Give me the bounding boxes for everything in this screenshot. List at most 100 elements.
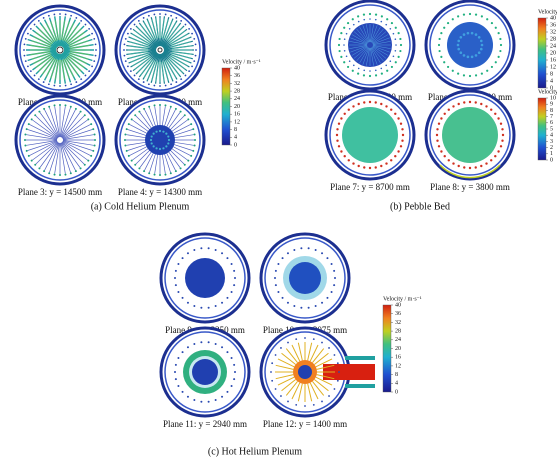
colorbar-tick-label: 20 <box>395 346 401 352</box>
dot <box>70 83 73 86</box>
colorbar-tick-label: 16 <box>234 112 240 118</box>
dot <box>368 12 372 16</box>
dot <box>147 14 150 17</box>
dot <box>64 104 67 107</box>
spoke <box>173 134 194 139</box>
spoke <box>168 58 183 73</box>
spoke <box>60 107 71 138</box>
dot <box>352 64 355 67</box>
dot <box>395 44 397 46</box>
dot <box>394 155 397 158</box>
dot <box>226 351 229 354</box>
dot <box>374 74 378 77</box>
inner-ring <box>329 94 411 176</box>
spoke <box>173 129 193 137</box>
dot <box>93 144 96 147</box>
spoke <box>62 140 94 146</box>
dot <box>385 162 388 165</box>
dot <box>314 305 317 308</box>
dot <box>181 257 184 260</box>
dot <box>345 32 348 35</box>
dot <box>191 32 193 35</box>
spoke <box>135 115 151 131</box>
spoke <box>65 25 78 43</box>
spoke <box>370 25 378 43</box>
inner-ring <box>429 4 511 86</box>
dot <box>34 163 37 166</box>
dot <box>43 170 46 173</box>
dot <box>462 74 466 77</box>
dot <box>490 65 494 69</box>
core <box>348 23 392 67</box>
dot <box>335 133 339 137</box>
dot <box>214 248 217 251</box>
dot <box>463 166 466 169</box>
dot <box>149 138 153 142</box>
colorbar-tick-label: 16 <box>550 57 556 63</box>
dot <box>470 31 474 35</box>
colorbar-tick-label: 32 <box>234 81 240 87</box>
spoke <box>60 142 71 173</box>
dot <box>123 43 126 46</box>
spoke <box>166 24 180 41</box>
dot <box>274 269 277 272</box>
dot <box>175 81 178 83</box>
dot <box>75 81 78 83</box>
dot <box>179 167 182 170</box>
dot <box>148 172 151 175</box>
dot <box>27 65 29 68</box>
dot <box>368 166 372 170</box>
dot <box>486 18 489 21</box>
dot <box>230 384 233 387</box>
spoke <box>161 61 165 82</box>
dot <box>123 49 125 51</box>
dot <box>295 403 298 406</box>
panel-caption: (c) Hot Helium Plenum <box>208 446 302 457</box>
dot <box>437 122 441 125</box>
spoke <box>366 24 370 43</box>
dot <box>43 107 46 110</box>
colorbar-tick-label: 0 <box>395 389 398 395</box>
spoke <box>359 26 369 43</box>
dot <box>174 170 177 173</box>
dot <box>59 104 61 106</box>
dot <box>456 43 460 47</box>
dot <box>159 104 161 106</box>
dot <box>181 351 184 354</box>
dot <box>451 18 454 21</box>
colorbar-tick-label: 9 <box>550 102 553 108</box>
spoke <box>169 30 186 44</box>
dot <box>337 43 341 47</box>
spoke <box>61 59 66 80</box>
dot <box>167 138 171 142</box>
spoke <box>171 51 192 55</box>
dot <box>214 342 217 345</box>
spoke <box>155 18 159 39</box>
spoke <box>61 142 81 168</box>
dot <box>38 110 41 113</box>
dot <box>380 102 383 106</box>
inner-ring <box>264 237 346 319</box>
spoke <box>164 60 173 80</box>
dot <box>200 400 203 403</box>
dot <box>385 105 388 108</box>
core <box>342 107 398 163</box>
dot <box>281 296 284 299</box>
dot <box>357 15 360 18</box>
dot <box>333 354 336 356</box>
dot <box>137 19 140 22</box>
dot <box>130 159 133 162</box>
dot <box>230 263 233 266</box>
dot <box>190 154 193 157</box>
spoke <box>312 348 325 363</box>
dot <box>48 172 51 175</box>
dot <box>494 26 497 29</box>
dot <box>92 128 95 131</box>
dot <box>164 104 167 107</box>
spoke <box>42 25 55 43</box>
dot <box>90 123 93 126</box>
dot <box>221 252 224 255</box>
spoke <box>314 352 329 365</box>
dot <box>24 37 27 40</box>
dot <box>457 15 460 18</box>
